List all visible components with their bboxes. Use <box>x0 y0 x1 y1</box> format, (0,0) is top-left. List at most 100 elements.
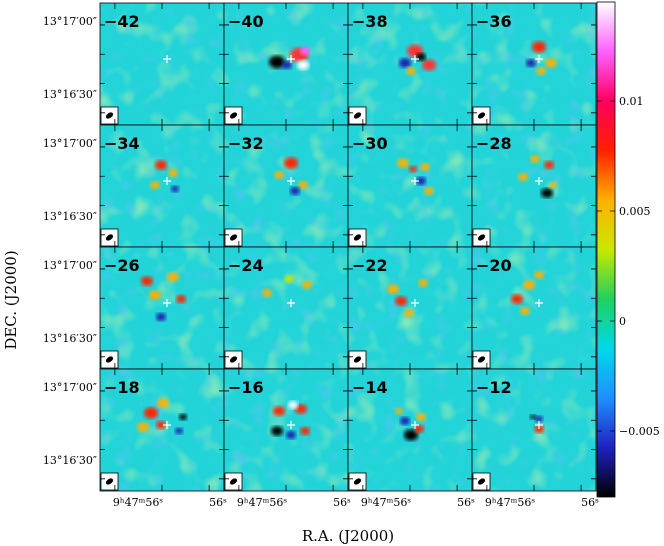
panel-velocity-label: −20 <box>476 256 512 275</box>
emission-blob <box>545 58 557 68</box>
beam-ellipse <box>477 112 486 119</box>
y-axis-label: DEC. (J2000) <box>2 250 20 349</box>
panel-ticks <box>472 125 596 247</box>
x-tick-label: 9ʰ47ᵐ56ˢ <box>237 496 287 509</box>
emission-blob <box>422 59 436 71</box>
panel-ticks <box>224 369 348 491</box>
panel-velocity-label: −36 <box>476 12 512 31</box>
colorbar-tick-label: 0 <box>619 315 626 328</box>
panel-ticks <box>224 3 348 125</box>
centre-cross <box>535 177 543 185</box>
centre-cross <box>287 421 295 429</box>
emission-blob <box>144 407 158 419</box>
emission-blob <box>549 181 557 189</box>
x-tick-label: 56ˢ <box>209 496 227 509</box>
channel-panel: −40 <box>223 2 349 126</box>
beam-ellipse <box>229 478 238 485</box>
emission-blob <box>150 181 160 189</box>
x-tick-label: 9ʰ47ᵐ56ˢ <box>361 496 411 509</box>
emission-blob <box>300 47 310 55</box>
emission-blob <box>397 158 409 168</box>
panel-velocity-label: −42 <box>104 12 140 31</box>
emission-blob <box>404 429 418 441</box>
panel-velocity-label: −28 <box>476 134 512 153</box>
panel-noise-negative <box>100 125 224 247</box>
emission-blob <box>387 284 399 294</box>
channel-panel: −16 <box>223 368 349 492</box>
emission-blob <box>290 187 300 195</box>
emission-blob <box>534 271 544 279</box>
emission-blob <box>171 185 179 193</box>
colorbar: 0.01 0.005 0 −0.005 <box>596 1 660 498</box>
emission-blob <box>269 55 285 69</box>
axes-text: DEC. (J2000) R.A. (J2000) <box>2 250 394 545</box>
panel-ticks <box>348 247 472 369</box>
panel-velocity-label: −34 <box>104 134 140 153</box>
beam-ellipse <box>353 356 362 363</box>
emission-blob <box>523 280 535 290</box>
emission-blob <box>302 281 312 289</box>
emission-blob <box>418 279 428 287</box>
emission-blob <box>511 294 523 304</box>
panel-velocity-label: −16 <box>228 378 264 397</box>
panel-noise-negative <box>100 369 224 491</box>
panel-noise-negative <box>472 369 596 491</box>
panel-noise-negative <box>224 369 348 491</box>
colorbar-tick-label: 0.005 <box>619 205 651 218</box>
beam-ellipse <box>353 112 362 119</box>
panel-noise-negative <box>100 247 224 369</box>
y-tick-label: 13°17′00″ <box>43 381 97 394</box>
emission-blob <box>156 313 166 321</box>
emission-blob <box>271 426 283 436</box>
panel-ticks <box>472 369 596 491</box>
emission-blob <box>286 431 296 439</box>
channel-panel: −32 <box>223 124 349 248</box>
emission-blob <box>262 289 272 297</box>
panel-ticks <box>100 369 224 491</box>
emission-blob <box>175 427 183 435</box>
emission-blob <box>518 173 528 181</box>
emission-blob <box>420 163 430 171</box>
beam-ellipse <box>353 234 362 241</box>
emission-blob <box>406 67 416 75</box>
centre-cross <box>411 55 419 63</box>
emission-blob <box>536 67 546 75</box>
centre-cross <box>411 177 419 185</box>
centre-cross <box>287 55 295 63</box>
panel-ticks <box>348 369 472 491</box>
channel-panel: −24 <box>223 246 349 370</box>
centre-cross <box>163 55 171 63</box>
emission-blob <box>156 421 166 429</box>
emission-blob <box>168 169 178 177</box>
panel-noise-negative <box>224 125 348 247</box>
y-tick-label: 13°16′30″ <box>43 454 97 467</box>
y-tick-label: 13°17′00″ <box>43 137 97 150</box>
emission-blob <box>530 414 536 420</box>
panel-ticks <box>472 247 596 369</box>
emission-blob <box>526 59 536 67</box>
panel-velocity-label: −32 <box>228 134 264 153</box>
panel-velocity-label: −22 <box>352 256 388 275</box>
emission-blob <box>167 272 179 282</box>
emission-blob <box>149 290 161 300</box>
emission-blob <box>400 417 410 425</box>
panel-velocity-label: −12 <box>476 378 512 397</box>
emission-blob <box>416 53 426 61</box>
panel-velocity-label: −24 <box>228 256 264 275</box>
emission-blob <box>273 406 285 416</box>
emission-blob <box>535 415 543 423</box>
panel-noise-negative <box>348 125 472 247</box>
emission-blob <box>414 425 424 433</box>
colorbar-gradient <box>596 1 616 498</box>
centre-cross <box>411 421 419 429</box>
emission-blob <box>404 309 414 317</box>
beam-ellipse <box>477 356 486 363</box>
panel-ticks <box>348 3 472 125</box>
channel-panel: −20 <box>471 246 597 370</box>
panel-velocity-label: −40 <box>228 12 264 31</box>
emission-blob <box>179 413 187 421</box>
emission-blob <box>288 401 298 409</box>
emission-blob <box>395 407 403 415</box>
panel-ticks <box>100 3 224 125</box>
centre-cross <box>163 177 171 185</box>
